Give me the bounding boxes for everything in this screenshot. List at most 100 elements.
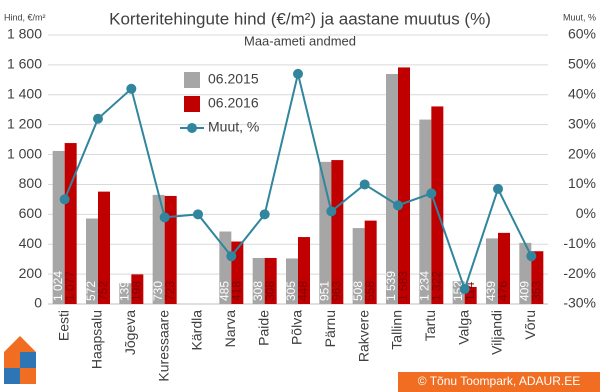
value-label: 353 xyxy=(530,281,544,301)
x-tick-label: Viljandi xyxy=(489,310,505,355)
line-marker xyxy=(93,113,103,124)
chart-title: Korteritehingute hind (€/m²) ja aastane … xyxy=(109,9,491,28)
value-label: 476 xyxy=(496,281,510,301)
y-tick-label: 1 200 xyxy=(7,115,42,131)
value-label: 558 xyxy=(363,281,377,301)
y2-axis-label: Muut, % xyxy=(563,12,596,22)
bar xyxy=(152,194,165,304)
line-marker xyxy=(393,200,403,211)
x-tick-label: Kuressaare xyxy=(155,310,171,382)
bar xyxy=(119,283,132,304)
value-label: 198 xyxy=(130,281,144,301)
legend-marker xyxy=(187,123,197,133)
line-marker xyxy=(226,251,237,262)
bar xyxy=(98,191,110,304)
value-label: 730 xyxy=(151,281,165,301)
bar xyxy=(286,258,298,304)
bar xyxy=(219,231,232,304)
y-tick-label: 400 xyxy=(19,235,43,251)
x-tick-label: Rakvere xyxy=(355,310,371,362)
y-tick-label: 600 xyxy=(19,205,43,221)
y-tick-label: 1 000 xyxy=(7,145,42,161)
value-label: 485 xyxy=(218,281,232,301)
bar xyxy=(431,106,444,304)
bar xyxy=(352,228,365,304)
value-label: 308 xyxy=(251,281,265,301)
y2-tick-label: 30% xyxy=(568,115,596,131)
y-axis-label: Hind, €/m² xyxy=(4,12,46,22)
y-tick-label: 1 400 xyxy=(7,85,42,101)
bar xyxy=(264,257,277,304)
x-tick-label: Võru xyxy=(522,310,538,340)
value-label: 572 xyxy=(84,281,98,301)
y2-tick-label: -30% xyxy=(563,295,596,311)
value-label: 409 xyxy=(518,281,532,301)
footer-box xyxy=(398,372,600,392)
x-tick-label: Tallinn xyxy=(389,310,405,350)
value-label: 723 xyxy=(163,281,177,301)
y-tick-label: 0 xyxy=(34,295,42,311)
bar xyxy=(86,218,98,304)
y2-tick-label: 40% xyxy=(568,85,596,101)
bar xyxy=(531,251,544,304)
line-marker xyxy=(193,209,203,220)
value-label: 1 583 xyxy=(396,271,410,301)
bar xyxy=(298,237,310,304)
line-marker xyxy=(359,179,370,190)
y2-tick-label: 0% xyxy=(576,205,596,221)
y-tick-label: 1 600 xyxy=(7,56,42,72)
value-label: 508 xyxy=(351,281,365,301)
value-label: 305 xyxy=(284,281,298,301)
value-label: 1 234 xyxy=(418,271,432,301)
x-tick-label: Tartu xyxy=(422,310,438,341)
x-tick-label: Kärdla xyxy=(189,310,205,351)
line-marker xyxy=(493,183,503,194)
bar xyxy=(252,257,265,304)
line-marker xyxy=(526,251,537,262)
legend-label: 06.2016 xyxy=(208,95,259,111)
bar xyxy=(419,119,432,304)
line-marker xyxy=(126,83,137,94)
line-marker xyxy=(159,212,170,223)
y-tick-label: 1 800 xyxy=(7,26,42,42)
bar xyxy=(486,238,498,304)
y-tick-label: 800 xyxy=(19,175,43,191)
logo xyxy=(4,336,36,384)
legend-label: 06.2015 xyxy=(208,71,259,87)
value-label: 418 xyxy=(230,281,244,301)
value-label: 951 xyxy=(318,281,332,301)
value-label: 1 322 xyxy=(430,271,444,301)
y2-tick-label: 20% xyxy=(568,145,596,161)
value-label: 308 xyxy=(263,281,277,301)
x-tick-label: Haapsalu xyxy=(89,310,105,369)
line-marker xyxy=(293,68,303,79)
y2-tick-label: 60% xyxy=(568,26,596,42)
line-marker xyxy=(259,209,270,220)
footer: © Tõnu Toompark, ADAUR.EE xyxy=(418,374,580,388)
line-marker xyxy=(326,206,337,217)
y2-tick-label: -20% xyxy=(563,265,596,281)
value-label: 439 xyxy=(484,281,498,301)
line-marker xyxy=(426,188,437,199)
legend-swatch xyxy=(184,72,200,88)
x-tick-label: Eesti xyxy=(55,310,71,341)
value-label: 139 xyxy=(118,281,132,301)
value-label: 448 xyxy=(296,281,310,301)
value-label: 1 077 xyxy=(63,271,77,301)
x-tick-label: Valga xyxy=(455,310,471,345)
value-label: 1 024 xyxy=(51,271,65,301)
x-tick-label: Paide xyxy=(255,310,271,346)
value-label: 963 xyxy=(330,281,344,301)
bar xyxy=(331,160,344,304)
x-tick-label: Pärnu xyxy=(322,310,338,347)
y2-tick-label: -10% xyxy=(563,235,596,251)
line-marker xyxy=(459,284,470,295)
x-tick-label: Põlva xyxy=(289,310,305,345)
value-label: 752 xyxy=(96,281,110,301)
bar xyxy=(64,143,77,304)
x-tick-label: Narva xyxy=(222,310,238,348)
y-tick-label: 200 xyxy=(19,265,43,281)
bar xyxy=(131,274,144,304)
